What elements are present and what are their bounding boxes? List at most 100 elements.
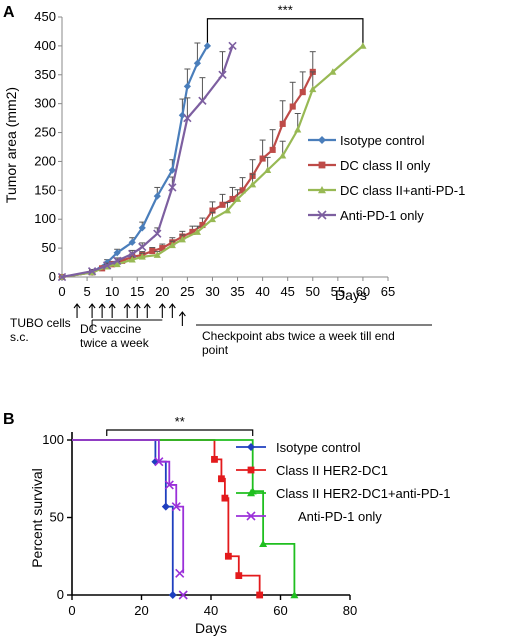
data-point [279,120,286,127]
panel-b-label: B [3,411,15,428]
data-point [248,180,257,188]
data-point [279,152,287,159]
panel-a-axes: 0 50 100 150 200 250 300 350 400 450 0 5 10 15 20 25 30 3… [34,9,395,299]
data-point [178,111,186,119]
panel-a-label: A [3,4,15,21]
data-point [294,126,302,133]
panel-a-significance: *** [206,3,364,46]
panel-a-x-label: Days [335,287,367,303]
data-point [228,41,237,51]
timeline-arrowhead [168,303,176,309]
legend-label: Isotype control [276,440,361,455]
survival-point-stroke-b [164,480,174,490]
panel-a-legend: Isotype control DC class II only DC class … [308,133,465,223]
timeline-sc-text: s.c. [10,330,29,344]
survival-point [290,591,299,599]
survival-point [211,455,218,463]
data-point [309,85,317,93]
panel-a-x-tick-label: 65 [381,284,395,299]
panel-a-x-tick-label: 30 [205,284,219,299]
legend-label: DC class II only [340,158,431,173]
legend-marker [247,489,255,497]
panel-a-x-tick-label: 5 [83,284,90,299]
legend-label: Class II HER2-DC1+anti-PD-1 [276,486,450,501]
data-point [113,260,121,268]
data-point [128,238,136,246]
timeline-dc-vaccine-text: DC vaccine [80,322,142,336]
panel-a-y-tick-label: 300 [34,96,56,111]
panel-b-x-tick-label: 80 [343,603,357,618]
survival-point [168,591,177,599]
data-point [149,247,156,255]
panel-a-significance-label: *** [278,3,293,18]
panel-b-significance: ** [106,414,254,436]
survival-point [164,480,174,490]
data-point [299,89,306,96]
survival-series-3 [72,439,188,600]
legend-label: DC class II+anti-PD-1 [340,183,465,198]
legend-marker [318,161,326,169]
data-point [168,241,176,249]
data-point [168,183,177,192]
data-point [153,192,161,200]
panel-a-significance-bracket [206,18,364,46]
data-point [128,249,137,259]
data-point-stroke-b [102,261,112,270]
data-point-stroke-b [183,113,192,123]
data-point [138,253,146,260]
panel-a-x-tick-label: 55 [331,284,345,299]
data-point-stroke-b [57,272,67,282]
panel-a-y-tick-label: 50 [42,240,56,255]
panel-a-y-tick-label: 0 [49,269,56,284]
timeline-checkpoint-text: Checkpoint abs twice a week till end [202,329,395,343]
panel-b-x-tick-label: 0 [68,603,75,618]
data-point-stroke-b [128,249,137,259]
panel-a-x-tick-label: 25 [180,284,194,299]
panel-a-y-tick-label: 150 [34,182,56,197]
timeline-arrowhead [123,303,131,309]
panel-a-x-tick-label: 40 [255,284,269,299]
panel-b: B 0 50 100 0 20 40 60 80 ** Isotype control Clas… [3,411,450,636]
data-point-stroke-b [113,256,122,265]
data-point [233,195,242,202]
legend-marker-stroke-b [246,511,256,521]
survival-point [235,572,243,580]
data-point [128,256,136,263]
survival-point-stroke-b [171,502,181,512]
timeline-point-text: point [202,343,229,357]
data-point [193,59,202,67]
data-point-stroke-b [228,41,237,51]
survival-point-stroke-b [178,590,188,600]
survival-point [178,590,188,600]
data-point [113,256,122,265]
data-point [223,206,232,214]
panel-a-treatment-timeline: TUBO cells s.c. DC vaccine twice a week … [10,303,432,357]
panel-a-y-tick-label: 450 [34,9,56,24]
survival-point [175,568,185,578]
survival-point [256,591,264,599]
timeline-arrowhead [178,311,186,317]
data-point [219,201,226,208]
data-point [269,146,276,153]
panel-b-x-tick-label: 40 [204,603,218,618]
timeline-arrowhead [158,303,166,309]
survival-point [218,475,225,483]
survival-point [171,502,181,512]
data-point [209,207,216,214]
data-point [183,82,191,90]
data-point [239,187,246,194]
timeline-arrowhead [73,303,81,309]
legend-marker [317,210,327,220]
panel-a-y-tick-label: 350 [34,67,56,82]
data-point [178,235,186,243]
data-point [138,224,146,232]
series-line [61,45,234,279]
data-point [199,221,206,229]
survival-series-1 [72,439,264,599]
survival-point [224,552,232,560]
data-point [153,229,162,238]
panel-b-y-label: Percent survival [29,468,45,568]
data-point [289,103,296,110]
survival-step-line [72,439,296,595]
data-point-stroke-b [87,267,97,276]
